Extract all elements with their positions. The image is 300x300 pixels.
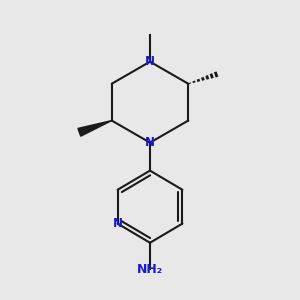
Text: N: N bbox=[145, 136, 155, 149]
Text: NH₂: NH₂ bbox=[137, 263, 163, 276]
Text: N: N bbox=[145, 55, 155, 68]
Polygon shape bbox=[78, 121, 112, 136]
Text: N: N bbox=[112, 217, 123, 230]
